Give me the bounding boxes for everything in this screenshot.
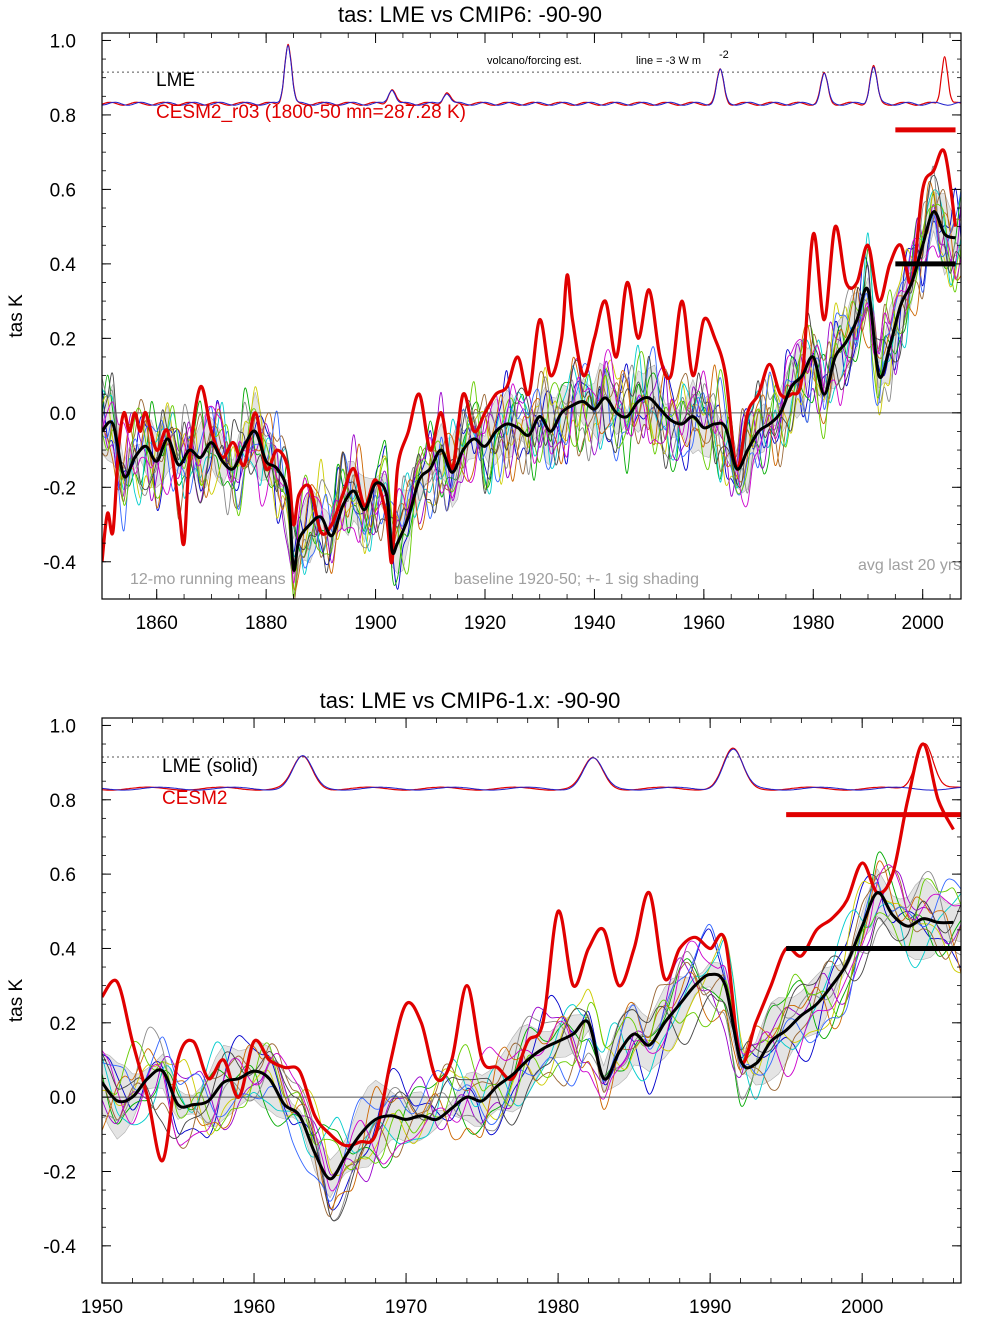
series-line-lme — [102, 210, 956, 572]
ensemble-member-line — [102, 880, 961, 1176]
line-note: line = -3 W m — [636, 55, 701, 67]
series-line-lme — [102, 891, 954, 1181]
y-tick-label: -0.2 — [43, 478, 76, 499]
y-axis-label: tas K — [6, 294, 27, 338]
x-tick-label: 1960 — [683, 613, 725, 634]
y-tick-label: 1.0 — [50, 31, 76, 52]
series-line-cesm2 — [102, 148, 958, 565]
x-tick-label: 1980 — [792, 613, 834, 634]
note-baseline: baseline 1920-50; +- 1 sig shading — [454, 571, 699, 588]
volcano-trace-lme — [102, 45, 961, 106]
y-tick-label: 0.2 — [50, 1014, 76, 1035]
legend-entry: LME — [156, 70, 195, 91]
x-tick-label: 2000 — [902, 613, 944, 634]
note-avg-last-20: avg last 20 yrs — [858, 557, 961, 574]
x-tick-label: 1860 — [136, 613, 178, 634]
y-tick-label: -0.4 — [43, 553, 76, 574]
y-tick-label: 1.0 — [50, 716, 76, 737]
x-tick-label: 1970 — [385, 1297, 427, 1318]
note-running-means: 12-mo running means — [130, 571, 286, 588]
y-tick-label: 0.8 — [50, 791, 76, 812]
y-tick-label: 0.4 — [50, 939, 77, 960]
x-tick-label: 1990 — [689, 1297, 731, 1318]
chart-title: tas: LME vs CMIP6-1.x: -90-90 — [320, 688, 621, 713]
plot-area — [102, 742, 961, 1222]
ensemble-member-line — [102, 190, 961, 569]
ensemble-member-line — [102, 878, 961, 1171]
x-tick-label: 1960 — [233, 1297, 275, 1318]
legend-entry: CESM2_r03 (1800-50 mn=287.28 K) — [156, 102, 466, 123]
plot-area — [102, 43, 961, 599]
ensemble-member-line — [102, 174, 961, 574]
x-tick-label: 1880 — [245, 613, 287, 634]
top-panel: -0.4 -0.2 0.0 0.2 0.4 0.6 0.8 1.0 1860 1880 1900 19… — [6, 2, 962, 634]
volcano-trace-cesm — [102, 43, 961, 106]
x-tick-label: 1900 — [354, 613, 396, 634]
ensemble-member-line — [102, 165, 961, 574]
y-tick-label: 0.0 — [50, 1088, 76, 1109]
y-tick-label: -0.2 — [43, 1162, 76, 1183]
plot-frame — [101, 32, 962, 600]
plot-frame — [101, 717, 962, 1284]
x-tick-label: 1940 — [573, 613, 615, 634]
y-tick-label: -0.4 — [43, 1237, 76, 1258]
ensemble-member-line — [102, 870, 961, 1221]
ensemble-member-line — [102, 878, 961, 1202]
x-tick-label: 1920 — [464, 613, 506, 634]
ensemble-member-line — [102, 893, 961, 1158]
y-tick-label: 0.6 — [50, 865, 76, 886]
y-tick-label: 0.6 — [50, 180, 76, 201]
volcano-trace-lme — [102, 748, 961, 791]
sigma-shading — [102, 868, 961, 1199]
x-tick-label: 1980 — [537, 1297, 579, 1318]
y-axis-label: tas K — [6, 979, 27, 1023]
legend-entry: LME (solid) — [162, 756, 258, 777]
ensemble-member-line — [102, 233, 961, 584]
volcano-note: volcano/forcing est. — [487, 55, 582, 67]
line-note-superscript: -2 — [719, 49, 729, 61]
y-tick-label: 0.0 — [50, 404, 76, 425]
x-tick-label: 2000 — [841, 1297, 883, 1318]
y-tick-label: 0.8 — [50, 106, 76, 127]
y-tick-label: 0.2 — [50, 329, 76, 350]
bottom-panel: -0.4 -0.2 0.0 0.2 0.4 0.6 0.8 1.0 1950 1960 1970 19… — [6, 688, 962, 1318]
x-tick-label: 1950 — [81, 1297, 123, 1318]
chart-title: tas: LME vs CMIP6: -90-90 — [338, 2, 602, 27]
legend-entry: CESM2 — [162, 788, 227, 809]
y-tick-label: 0.4 — [50, 255, 77, 276]
